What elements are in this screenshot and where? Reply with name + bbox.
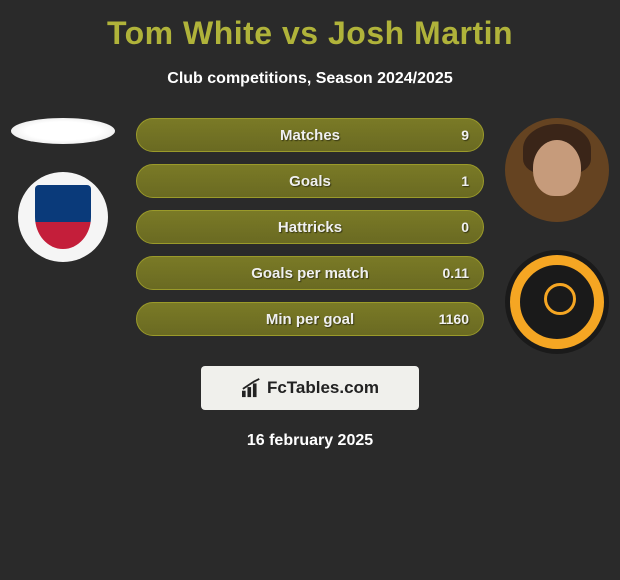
- right-player-column: [502, 118, 612, 354]
- face-shape: [533, 140, 581, 196]
- player-photo-left: [11, 118, 115, 144]
- stat-label: Matches: [280, 127, 340, 144]
- stat-row: Matches 9: [136, 118, 484, 152]
- branding-badge[interactable]: FcTables.com: [201, 366, 419, 410]
- comparison-card: Tom White vs Josh Martin Club competitio…: [0, 0, 620, 460]
- stat-right-value: 9: [433, 127, 469, 143]
- club-badge-left: [18, 172, 108, 262]
- stat-row: Hattricks 0: [136, 210, 484, 244]
- stat-right-value: 1160: [433, 311, 469, 327]
- page-title: Tom White vs Josh Martin: [0, 15, 620, 52]
- left-player-column: [8, 118, 118, 262]
- stat-row: Min per goal 1160: [136, 302, 484, 336]
- stat-label: Min per goal: [266, 311, 354, 328]
- stat-label: Goals per match: [251, 265, 369, 282]
- stat-row: Goals 1: [136, 164, 484, 198]
- stats-column: Matches 9 Goals 1 Hattricks 0 Goals per …: [118, 118, 502, 348]
- date-text: 16 february 2025: [0, 432, 620, 450]
- club-inner-icon: [532, 277, 582, 327]
- subtitle: Club competitions, Season 2024/2025: [0, 70, 620, 88]
- stat-label: Hattricks: [278, 219, 342, 236]
- stat-right-value: 1: [433, 173, 469, 189]
- player-photo-right: [505, 118, 609, 222]
- main-content: Matches 9 Goals 1 Hattricks 0 Goals per …: [0, 118, 620, 354]
- chart-icon: [241, 378, 263, 398]
- stat-label: Goals: [289, 173, 331, 190]
- branding-text: FcTables.com: [267, 378, 379, 398]
- stat-right-value: 0.11: [433, 265, 469, 281]
- club-ring-icon: [510, 255, 604, 349]
- club-shield-icon: [35, 185, 91, 249]
- stat-row: Goals per match 0.11: [136, 256, 484, 290]
- club-badge-right: [505, 250, 609, 354]
- stat-right-value: 0: [433, 219, 469, 235]
